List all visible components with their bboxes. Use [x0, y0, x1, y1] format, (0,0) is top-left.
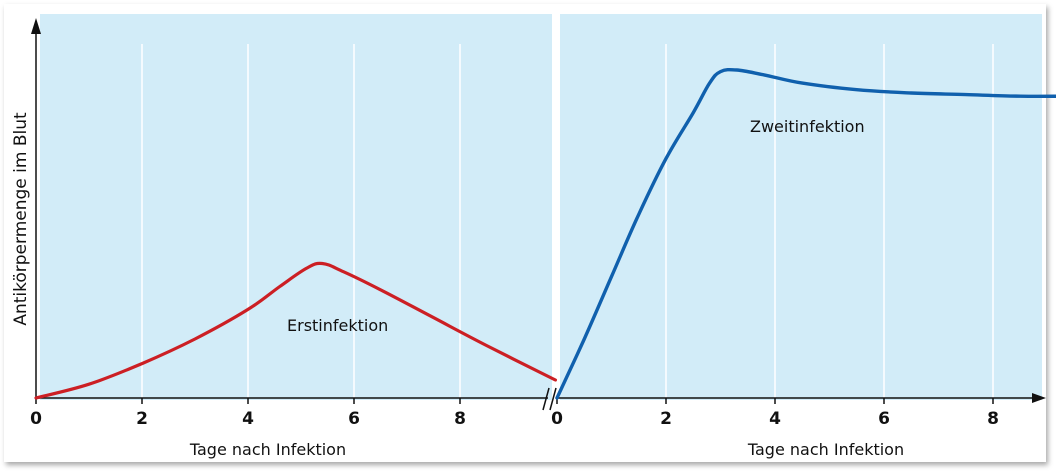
x-tick-label: 8 — [987, 409, 999, 429]
antibody-chart: 0 2 4 6 8 0 2 4 6 8 Erstinfektion Zweitinfektion… — [11, 14, 1056, 459]
x-tick-label: 4 — [242, 409, 254, 429]
zweitinfektion-line — [555, 67, 1056, 400]
x-tick-label: 0 — [30, 409, 42, 429]
axis-break-mark-2 — [549, 387, 557, 411]
x-tick-label: 6 — [878, 409, 890, 429]
grid-left — [141, 44, 461, 398]
y-axis-label: Antikörpermenge im Blut — [11, 112, 31, 326]
erstinfektion-line — [34, 261, 557, 400]
axis-break-mark-1 — [542, 387, 550, 411]
y-axis-arrow — [31, 18, 41, 34]
x-ticks-left: 0 2 4 6 8 — [30, 398, 466, 429]
x-ticks-right: 0 2 4 6 8 — [551, 398, 999, 429]
zweitinfektion-label: Zweitinfektion — [750, 117, 865, 136]
x-tick-label: 6 — [348, 409, 360, 429]
x-axis-label-right: Tage nach Infektion — [747, 440, 904, 459]
x-tick-label: 4 — [769, 409, 781, 429]
x-axis-label-left: Tage nach Infektion — [189, 440, 346, 459]
erstinfektion-label: Erstinfektion — [287, 316, 388, 335]
plot-panel-left — [40, 14, 552, 400]
x-tick-label: 2 — [136, 409, 148, 429]
x-axis-arrow — [1032, 393, 1046, 403]
chart-frame: 0 2 4 6 8 0 2 4 6 8 Erstinfektion Zweitinfektion… — [4, 4, 1056, 462]
x-tick-label: 8 — [454, 409, 466, 429]
grid-right — [665, 44, 994, 398]
x-tick-label: 0 — [551, 409, 563, 429]
plot-panel-right — [560, 14, 1042, 400]
x-tick-label: 2 — [660, 409, 672, 429]
